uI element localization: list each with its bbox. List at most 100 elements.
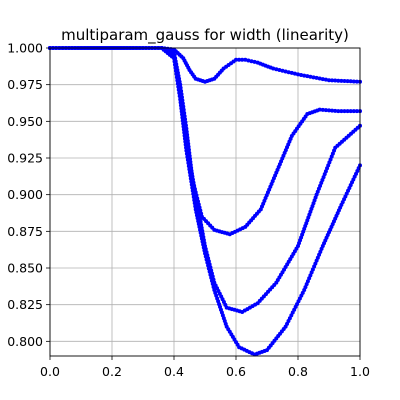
y-axis: 0.800 0.825 0.850 0.875 0.900 0.925 0.950 0.975… bbox=[7, 41, 50, 349]
data-point bbox=[180, 115, 185, 120]
data-point bbox=[351, 109, 356, 114]
data-point bbox=[305, 74, 310, 79]
data-point bbox=[207, 269, 212, 274]
data-point bbox=[292, 71, 297, 76]
data-point bbox=[327, 108, 331, 113]
data-point bbox=[187, 170, 192, 175]
data-point bbox=[342, 109, 347, 114]
data-point bbox=[192, 201, 197, 206]
data-point bbox=[246, 58, 251, 63]
data-point bbox=[345, 79, 350, 84]
x-tick-label: 0.8 bbox=[288, 364, 308, 379]
data-point bbox=[174, 75, 179, 80]
data-point bbox=[249, 59, 254, 64]
data-point bbox=[186, 161, 191, 166]
data-point bbox=[330, 108, 335, 113]
data-point bbox=[181, 124, 186, 129]
data-point bbox=[296, 72, 300, 77]
data-point bbox=[333, 108, 338, 113]
y-tick-label: 0.975 bbox=[7, 77, 43, 92]
data-point bbox=[177, 94, 182, 99]
data-point bbox=[277, 68, 282, 72]
data-point bbox=[191, 191, 196, 196]
data-point bbox=[180, 112, 185, 117]
data-point bbox=[209, 275, 214, 280]
data-point bbox=[345, 109, 350, 114]
data-point bbox=[203, 251, 207, 256]
data-point bbox=[188, 173, 193, 178]
data-point bbox=[243, 57, 248, 62]
y-tick-label: 0.825 bbox=[7, 297, 43, 312]
data-point bbox=[354, 79, 359, 84]
data-point bbox=[184, 145, 189, 150]
data-point bbox=[190, 185, 195, 190]
data-point bbox=[339, 78, 344, 83]
data-point bbox=[184, 148, 189, 153]
data-point bbox=[209, 278, 214, 283]
series-1 bbox=[48, 46, 362, 84]
y-tick-label: 0.950 bbox=[7, 114, 43, 129]
data-point bbox=[173, 65, 178, 70]
data-point bbox=[323, 108, 328, 113]
y-tick-label: 0.850 bbox=[7, 261, 43, 276]
data-point bbox=[205, 260, 210, 265]
data-point bbox=[206, 263, 211, 268]
data-point bbox=[193, 204, 198, 209]
series-3 bbox=[48, 46, 362, 314]
data-point bbox=[175, 78, 180, 83]
data-point bbox=[172, 56, 176, 61]
data-point bbox=[211, 284, 216, 289]
data-point bbox=[178, 103, 183, 108]
data-point bbox=[188, 176, 193, 181]
x-tick-label: 0.6 bbox=[226, 364, 246, 379]
data-point bbox=[180, 118, 185, 123]
y-tick-label: 1.000 bbox=[7, 41, 43, 56]
data-point bbox=[289, 70, 294, 75]
data-point bbox=[317, 107, 322, 112]
x-tick-label: 0.4 bbox=[164, 364, 184, 379]
y-tick-label: 0.900 bbox=[7, 187, 43, 202]
data-point bbox=[184, 151, 189, 156]
data-point bbox=[320, 107, 325, 112]
data-point bbox=[333, 78, 338, 83]
data-point bbox=[176, 84, 181, 89]
data-point bbox=[302, 73, 307, 78]
data-point bbox=[354, 109, 359, 114]
data-point bbox=[308, 74, 313, 79]
data-point bbox=[336, 109, 341, 114]
data-point bbox=[179, 109, 184, 114]
data-point bbox=[189, 182, 194, 187]
x-tick-label: 0.2 bbox=[102, 364, 122, 379]
x-tick-label: 1.0 bbox=[350, 364, 370, 379]
data-point bbox=[185, 154, 190, 159]
data-point bbox=[327, 78, 331, 83]
data-point bbox=[179, 106, 184, 111]
data-point bbox=[176, 87, 181, 92]
data-point bbox=[348, 109, 353, 114]
data-point bbox=[181, 127, 186, 132]
series-2 bbox=[48, 46, 362, 237]
data-point bbox=[183, 142, 188, 147]
data-point bbox=[183, 139, 188, 144]
data-point bbox=[342, 79, 347, 83]
plot-frame bbox=[49, 47, 361, 357]
y-tick-label: 0.800 bbox=[7, 334, 43, 349]
data-point bbox=[181, 121, 186, 126]
data-point bbox=[192, 198, 197, 203]
data-point bbox=[314, 75, 319, 80]
data-point bbox=[178, 97, 183, 102]
data-point bbox=[177, 91, 182, 96]
data-point bbox=[182, 133, 187, 138]
data-point bbox=[172, 59, 177, 64]
data-point bbox=[299, 72, 304, 77]
data-point bbox=[185, 157, 190, 162]
data-point bbox=[339, 109, 344, 114]
data-point bbox=[210, 281, 215, 286]
data-point bbox=[320, 77, 325, 82]
data-point bbox=[172, 62, 177, 67]
data-point bbox=[186, 164, 191, 169]
x-tick-label: 0.0 bbox=[40, 364, 60, 379]
data-point bbox=[175, 81, 180, 86]
data-point bbox=[178, 100, 183, 105]
